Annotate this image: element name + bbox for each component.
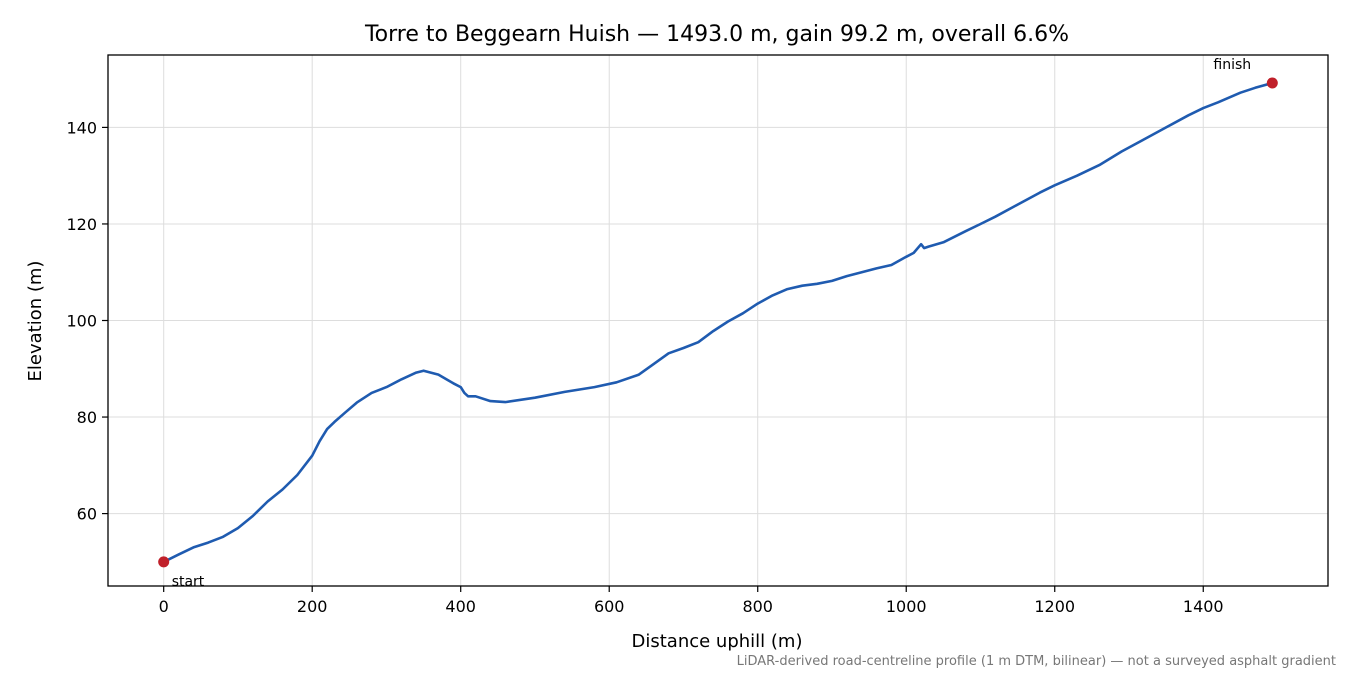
- y-axis-ticks: 60 80 100 120 140: [66, 118, 108, 524]
- y-tick-label: 100: [66, 312, 97, 331]
- x-tick-label: 1400: [1183, 597, 1224, 616]
- y-tick-label: 60: [77, 505, 97, 524]
- finish-marker: [1266, 77, 1278, 89]
- y-axis-label: Elevation (m): [25, 261, 46, 382]
- y-tick-label: 120: [66, 215, 97, 234]
- chart-title: Torre to Beggearn Huish — 1493.0 m, gain…: [364, 22, 1069, 47]
- finish-annotation: finish: [1213, 57, 1251, 73]
- x-tick-label: 400: [445, 597, 476, 616]
- plot-area: start finish: [158, 57, 1278, 590]
- footnote: LiDAR-derived road-centreline profile (1…: [737, 654, 1336, 669]
- grid-lines: [108, 55, 1328, 586]
- x-tick-label: 0: [159, 597, 169, 616]
- start-marker: [158, 556, 170, 568]
- x-axis-ticks: 0 200 400 600 800 1000 1200 1400: [159, 586, 1224, 616]
- x-tick-label: 200: [297, 597, 328, 616]
- x-tick-label: 800: [742, 597, 773, 616]
- x-axis-label: Distance uphill (m): [632, 631, 803, 652]
- x-tick-label: 600: [594, 597, 625, 616]
- x-tick-label: 1200: [1034, 597, 1075, 616]
- y-tick-label: 140: [66, 118, 97, 137]
- elevation-profile-line: [162, 81, 1274, 564]
- x-tick-label: 1000: [886, 597, 927, 616]
- start-annotation: start: [172, 574, 205, 590]
- y-tick-label: 80: [77, 408, 97, 427]
